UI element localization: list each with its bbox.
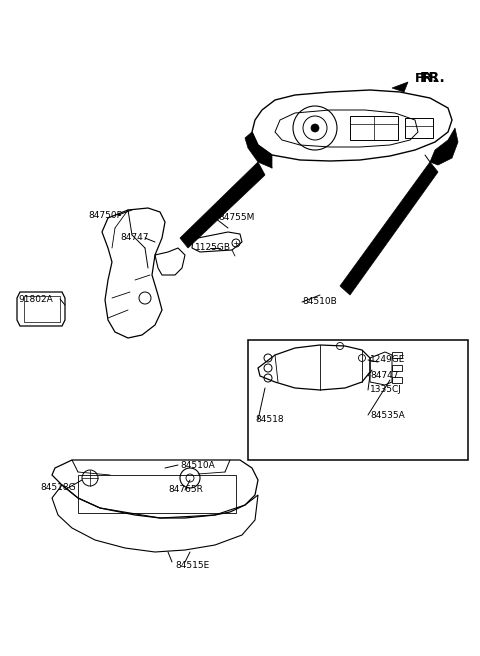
Bar <box>392 365 402 371</box>
Polygon shape <box>245 132 272 168</box>
Text: FR.: FR. <box>420 71 446 85</box>
Text: 84518G: 84518G <box>40 483 76 493</box>
Polygon shape <box>392 82 408 92</box>
Bar <box>392 377 402 383</box>
Bar <box>24 296 60 322</box>
Text: 1125GB: 1125GB <box>195 243 231 253</box>
Text: 1335CJ: 1335CJ <box>370 386 402 394</box>
Text: 91802A: 91802A <box>18 295 53 304</box>
Text: 84510B: 84510B <box>302 298 337 306</box>
Text: 84518: 84518 <box>255 415 284 424</box>
Bar <box>405 118 433 138</box>
Text: FR.: FR. <box>415 72 438 85</box>
Text: 84750F: 84750F <box>88 211 122 220</box>
Text: 84515E: 84515E <box>175 560 209 569</box>
Text: 84535A: 84535A <box>370 411 405 419</box>
Text: 1249GE: 1249GE <box>370 356 406 365</box>
Text: 84765R: 84765R <box>168 485 203 495</box>
Bar <box>248 340 468 460</box>
Text: 84747: 84747 <box>120 234 148 243</box>
Text: 84510A: 84510A <box>180 461 215 470</box>
Bar <box>392 352 402 358</box>
Text: 84747: 84747 <box>370 371 398 380</box>
Bar <box>350 116 398 140</box>
Polygon shape <box>340 162 438 295</box>
Polygon shape <box>180 162 265 248</box>
Circle shape <box>311 124 319 132</box>
Polygon shape <box>430 128 458 165</box>
Bar <box>78 475 236 513</box>
Text: 84755M: 84755M <box>218 213 254 222</box>
